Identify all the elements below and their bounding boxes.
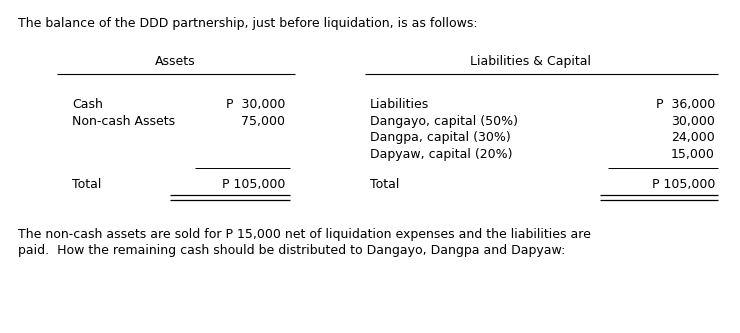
Text: Dapyaw, capital (20%): Dapyaw, capital (20%) [370, 148, 513, 161]
Text: Assets: Assets [155, 55, 195, 68]
Text: P  36,000: P 36,000 [656, 98, 715, 111]
Text: P  30,000: P 30,000 [226, 98, 285, 111]
Text: 15,000: 15,000 [671, 148, 715, 161]
Text: Total: Total [370, 178, 400, 191]
Text: Dangayo, capital (50%): Dangayo, capital (50%) [370, 115, 518, 128]
Text: Liabilities: Liabilities [370, 98, 429, 111]
Text: Non-cash Assets: Non-cash Assets [72, 115, 175, 128]
Text: The non-cash assets are sold for P 15,000 net of liquidation expenses and the li: The non-cash assets are sold for P 15,00… [18, 228, 591, 241]
Text: 30,000: 30,000 [671, 115, 715, 128]
Text: Dangpa, capital (30%): Dangpa, capital (30%) [370, 131, 511, 144]
Text: The balance of the DDD partnership, just before liquidation, is as follows:: The balance of the DDD partnership, just… [18, 17, 477, 30]
Text: Total: Total [72, 178, 101, 191]
Text: 75,000: 75,000 [241, 115, 285, 128]
Text: 24,000: 24,000 [671, 131, 715, 144]
Text: P 105,000: P 105,000 [652, 178, 715, 191]
Text: P 105,000: P 105,000 [221, 178, 285, 191]
Text: paid.  How the remaining cash should be distributed to Dangayo, Dangpa and Dapya: paid. How the remaining cash should be d… [18, 244, 565, 257]
Text: Cash: Cash [72, 98, 103, 111]
Text: Liabilities & Capital: Liabilities & Capital [469, 55, 591, 68]
